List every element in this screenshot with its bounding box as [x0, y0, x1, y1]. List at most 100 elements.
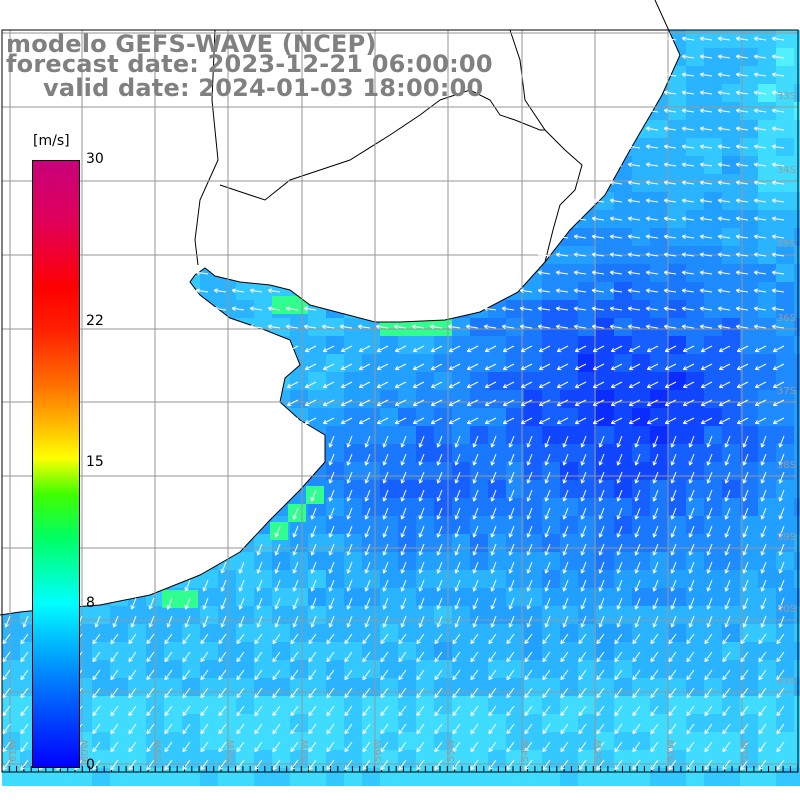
latitude-label: 38S [777, 460, 796, 471]
wind-vectors [2, 36, 785, 771]
wind-arrow [382, 453, 389, 466]
wind-arrow [555, 252, 569, 258]
wind-speed-cell [344, 426, 362, 444]
wind-arrow [634, 507, 641, 520]
wind-speed-cell [218, 588, 236, 606]
wind-speed-cell [542, 660, 560, 678]
wind-speed-cell [578, 588, 596, 606]
wind-speed-cell [704, 336, 722, 354]
wind-speed-cell [434, 444, 452, 462]
wind-speed-cell [560, 678, 578, 696]
wind-speed-cell [254, 282, 272, 300]
wind-speed-cell [596, 318, 614, 336]
wind-speed-cell [380, 588, 398, 606]
wind-speed-cell [416, 372, 434, 390]
wind-arrow [663, 126, 677, 132]
wind-speed-cell [180, 590, 198, 608]
wind-arrow [508, 435, 515, 448]
wind-speed-cell [92, 732, 110, 750]
wind-speed-cell [470, 516, 488, 534]
wind-speed-cell [362, 462, 380, 480]
wind-arrow [573, 324, 587, 330]
wind-speed-cell [740, 570, 758, 588]
wind-speed-cell [668, 192, 686, 210]
wind-speed-cell [632, 318, 650, 336]
wind-speed-cell [162, 590, 180, 608]
wind-arrow [526, 525, 533, 538]
wind-arrow [663, 270, 677, 276]
wind-speed-cell [650, 534, 668, 552]
wind-speed-cell [704, 264, 722, 282]
wind-speed-cell [308, 372, 326, 390]
wind-speed-cell [704, 462, 722, 480]
wind-arrow [699, 54, 713, 60]
wind-speed-cell [632, 426, 650, 444]
wind-speed-cell [542, 732, 560, 750]
wind-arrow [591, 288, 605, 294]
wind-arrow [760, 489, 767, 502]
wind-arrow [700, 417, 713, 425]
wind-speed-cell [506, 660, 524, 678]
wind-arrow [562, 471, 569, 484]
wind-arrow [688, 543, 695, 556]
wind-speed-cell [776, 732, 794, 750]
wind-arrow [753, 162, 767, 168]
wind-arrow [574, 381, 587, 389]
wind-arrow [357, 324, 371, 330]
wind-speed-cell [470, 318, 488, 336]
wind-arrow [663, 90, 677, 96]
wind-speed-cell [686, 516, 704, 534]
wind-speed-cell [704, 588, 722, 606]
wind-speed-cell [434, 534, 452, 552]
wind-speed-cell [632, 660, 650, 678]
wind-arrow [544, 489, 551, 502]
wind-speed-cell [524, 462, 542, 480]
wind-speed-cell [596, 282, 614, 300]
wind-speed-cell [434, 552, 452, 570]
wind-arrow [688, 471, 695, 484]
wind-speed-cell [470, 642, 488, 660]
wind-speed-cell [776, 84, 794, 102]
wind-speed-cell [596, 624, 614, 642]
wind-speed-cell [758, 750, 776, 768]
wind-speed-cell [794, 264, 800, 282]
wind-arrow [610, 399, 623, 407]
wind-speed-cell [704, 390, 722, 408]
wind-arrow [778, 543, 785, 556]
wind-speed-cell [722, 390, 740, 408]
wind-speed-cell [272, 318, 290, 336]
wind-arrow [742, 525, 749, 538]
wind-speed-cell [272, 768, 290, 786]
wind-speed-cell [326, 642, 344, 660]
wind-arrow [394, 345, 407, 353]
wind-speed-cell [596, 732, 614, 750]
wind-speed-cell [722, 678, 740, 696]
wind-speed-cell [776, 498, 794, 516]
wind-speed-cell [488, 498, 506, 516]
wind-speed-cell [488, 354, 506, 372]
wind-speed-cell [776, 282, 794, 300]
wind-speed-cell [632, 750, 650, 768]
wind-speed-cell [614, 552, 632, 570]
wind-speed-cell [740, 624, 758, 642]
wind-arrow [663, 162, 677, 168]
wind-speed-cell [794, 660, 800, 678]
wind-speed-cell [290, 390, 308, 408]
wind-arrow [616, 489, 623, 502]
wind-speed-cell [722, 48, 740, 66]
wind-speed-cell [164, 732, 182, 750]
wind-speed-cell [308, 732, 326, 750]
wind-speed-cell [542, 462, 560, 480]
wind-speed-cell [560, 606, 578, 624]
wind-speed-cell [704, 516, 722, 534]
wind-speed-cell [704, 48, 722, 66]
wind-speed-cell [236, 606, 254, 624]
wind-speed-cell [290, 318, 308, 336]
wind-speed-cell [668, 354, 686, 372]
wind-speed-cell [470, 426, 488, 444]
wind-arrow [699, 324, 713, 330]
wind-speed-cell [524, 552, 542, 570]
wind-speed-cell [308, 660, 326, 678]
wind-speed-cell [794, 192, 800, 210]
wind-speed-cell [452, 444, 470, 462]
